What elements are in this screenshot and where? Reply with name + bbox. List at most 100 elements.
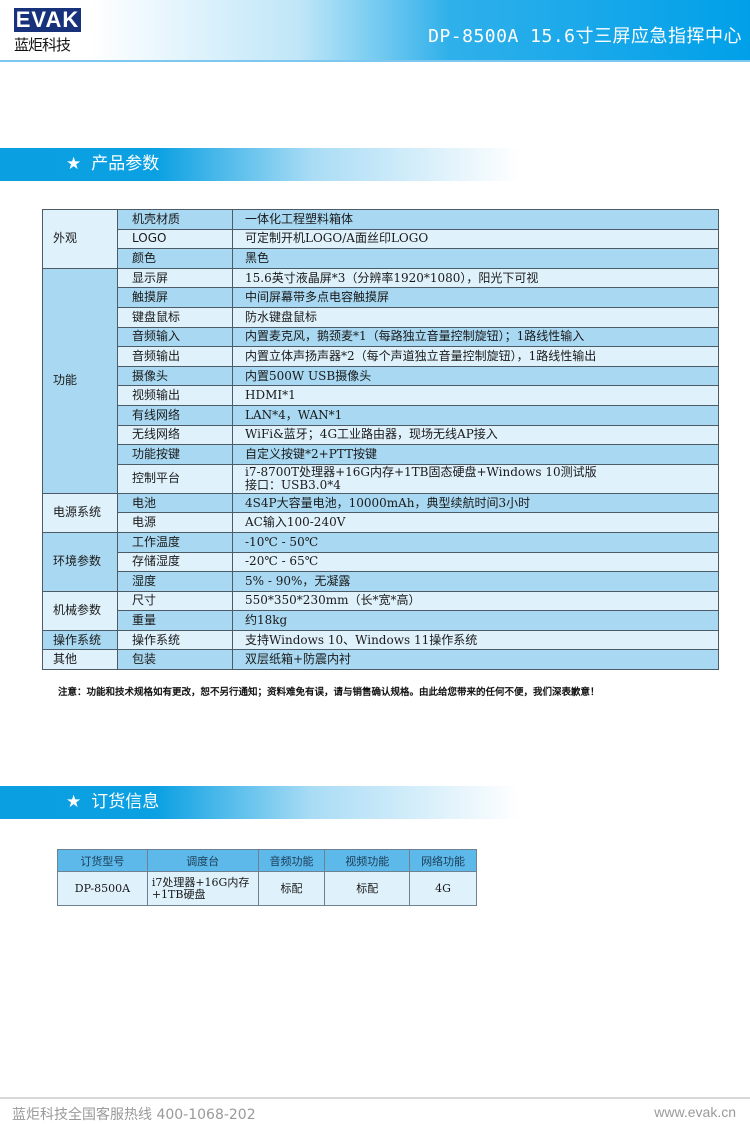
spec-label: 触摸屏: [117, 287, 233, 308]
spec-row: 控制平台 i7-8700T处理器+16G内存+1TB固态硬盘+Windows 10…: [43, 463, 719, 494]
spec-value: 自定义按键*2+PTT按键: [232, 444, 719, 465]
order-audio: 标配: [257, 871, 326, 906]
spec-row: LOGO 可定制开机LOGO/A面丝印LOGO: [43, 228, 719, 250]
footer-divider: [0, 1097, 750, 1099]
spec-value: 一体化工程塑料箱体: [232, 209, 719, 230]
spec-row: 摄像头 内置500W USB摄像头: [43, 365, 719, 387]
order-header-cell: 订货型号: [57, 849, 148, 872]
order-video: 标配: [324, 871, 411, 906]
spec-label: 电源: [117, 512, 233, 533]
spec-label: 尺寸: [117, 590, 233, 612]
disclaimer-note: 注意：功能和技术规格如有更改，恕不另行通知；资料难免有误，请与销售确认规格。由此…: [58, 687, 600, 698]
order-row: DP-8500A i7处理器+16G内存 +1TB硬盘 标配 标配 4G: [57, 871, 477, 906]
spec-section-title: 产品参数: [91, 154, 160, 174]
spec-category: 操作系统: [42, 629, 118, 651]
spec-row: 触摸屏 中间屏幕带多点电容触摸屏: [43, 287, 719, 308]
spec-label: 音频输出: [117, 346, 233, 367]
spec-row: 湿度 5% - 90%，无凝露: [43, 571, 719, 592]
spec-value: 防水键盘鼠标: [232, 306, 719, 328]
spec-label: LOGO: [117, 228, 233, 250]
spec-label: 颜色: [117, 248, 233, 269]
order-console-line: i7处理器+16G内存: [151, 875, 250, 889]
spec-row: 功能 显示屏 15.6英寸液晶屏*3（分辨率1920*1080），阳光下可视: [42, 267, 719, 494]
spec-row: 机械参数 尺寸 550*350*230mm（长*宽*高）: [42, 590, 719, 631]
spec-row: 颜色 黑色: [43, 248, 719, 269]
spec-label: 工作温度: [117, 531, 233, 553]
spec-label: 重量: [117, 610, 233, 631]
spec-value: 4S4P大容量电池，10000mAh，典型续航时间3小时: [232, 492, 719, 514]
spec-row: 存储湿度 -20℃ - 65℃: [43, 551, 719, 573]
spec-label: 控制平台: [117, 463, 233, 494]
spec-label: 机壳材质: [117, 209, 233, 230]
spec-value: 中间屏幕带多点电容触摸屏: [232, 287, 719, 308]
spec-row: 无线网络 WiFi&蓝牙；4G工业路由器，现场无线AP接入: [43, 424, 719, 446]
spec-label: 无线网络: [117, 424, 233, 446]
footer-hotline: 蓝炬科技全国客服热线 400-1068-202: [12, 1107, 256, 1123]
star-icon: ★: [66, 792, 82, 812]
spec-table: 外观 机壳材质 一体化工程塑料箱体 LOGO 可定制开机LOGO/A面丝印LOGO 颜色黑…: [42, 209, 719, 671]
order-console-line: +1TB硬盘: [151, 887, 206, 901]
spec-value: -20℃ - 65℃: [232, 551, 719, 573]
spec-value: 可定制开机LOGO/A面丝印LOGO: [232, 228, 719, 250]
star-icon: ★: [66, 154, 82, 174]
spec-value: 内置麦克风，鹅颈麦*1（每路独立音量控制旋钮）；1路线性输入: [232, 326, 719, 348]
logo-mark: EVAK: [14, 7, 81, 32]
spec-value: AC输入100-240V: [232, 512, 719, 533]
spec-value: i7-8700T处理器+16G内存+1TB固态硬盘+Windows 10测试版接…: [232, 463, 719, 494]
spec-category: 机械参数: [42, 590, 118, 631]
order-header-cell: 音频功能: [257, 849, 326, 872]
order-table: 订货型号 调度台 音频功能 视频功能 网络功能 DP-8500A i7处理器+1…: [57, 849, 477, 906]
spec-section-bar: ★ 产品参数: [0, 148, 520, 181]
spec-row: 操作系统 操作系统 支持Windows 10、Windows 11操作系统: [42, 629, 719, 651]
order-model: DP-8500A: [57, 871, 148, 906]
spec-value: 双层纸箱+防震内衬: [232, 649, 719, 671]
spec-label: 存储湿度: [117, 551, 233, 573]
spec-row: 音频输入 内置麦克风，鹅颈麦*1（每路独立音量控制旋钮）；1路线性输入: [43, 326, 719, 348]
spec-label: 操作系统: [117, 629, 233, 651]
order-header-cell: 视频功能: [324, 849, 411, 872]
order-section-title: 订货信息: [91, 792, 160, 812]
spec-label: 有线网络: [117, 404, 233, 426]
footer-website[interactable]: www.evak.cn: [654, 1104, 736, 1120]
spec-row: 音频输出 内置立体声扬声器*2（每个声道独立音量控制旋钮），1路线性输出: [43, 346, 719, 367]
spec-value: 支持Windows 10、Windows 11操作系统: [232, 629, 719, 651]
spec-category: 其他: [42, 649, 118, 671]
page-header: EVAK 蓝炬科技 DP-8500A 15.6寸三屏应急指挥中心: [0, 0, 750, 62]
spec-value: 约18kg: [232, 610, 719, 631]
spec-value: LAN*4，WAN*1: [232, 404, 719, 426]
spec-row: 外观 机壳材质 一体化工程塑料箱体: [42, 209, 719, 269]
spec-row: 重量 约18kg: [43, 610, 719, 631]
spec-value: WiFi&蓝牙；4G工业路由器，现场无线AP接入: [232, 424, 719, 446]
spec-row: 有线网络 LAN*4，WAN*1: [43, 404, 719, 426]
spec-value: -10℃ - 50℃: [232, 531, 719, 553]
spec-category: 电源系统: [42, 492, 118, 533]
logo-company-name: 蓝炬科技: [14, 36, 71, 54]
spec-label: 键盘鼠标: [117, 306, 233, 328]
spec-label: 显示屏: [117, 267, 233, 289]
spec-value-line: 接口：USB3.0*4: [245, 477, 341, 492]
spec-category: 环境参数: [42, 531, 118, 592]
spec-value: 黑色: [232, 248, 719, 269]
spec-row: 视频输出 HDMI*1: [43, 385, 719, 406]
spec-row: 环境参数 工作温度 -10℃ - 50℃: [42, 531, 719, 592]
order-header-cell: 网络功能: [409, 849, 477, 872]
spec-label: 视频输出: [117, 385, 233, 406]
spec-category: 功能: [42, 267, 118, 494]
order-header-cell: 调度台: [146, 849, 259, 872]
order-section-bar: ★ 订货信息: [0, 786, 520, 819]
order-header-row: 订货型号 调度台 音频功能 视频功能 网络功能: [57, 849, 477, 872]
spec-row: 其他 包装 双层纸箱+防震内衬: [42, 649, 719, 671]
spec-value: 15.6英寸液晶屏*3（分辨率1920*1080），阳光下可视: [232, 267, 719, 289]
spec-label: 湿度: [117, 571, 233, 592]
spec-value: HDMI*1: [232, 385, 719, 406]
spec-row: 键盘鼠标 防水键盘鼠标: [43, 306, 719, 328]
spec-label: 功能按键: [117, 444, 233, 465]
spec-row: 电源系统 电池 4S4P大容量电池，10000mAh，典型续航时间3小时: [42, 492, 719, 533]
order-network: 4G: [409, 871, 477, 906]
spec-label: 摄像头: [117, 365, 233, 387]
spec-row: 功能按键 自定义按键*2+PTT按键: [43, 444, 719, 465]
product-title: DP-8500A 15.6寸三屏应急指挥中心: [428, 26, 742, 47]
order-console: i7处理器+16G内存 +1TB硬盘: [146, 871, 259, 906]
spec-label: 音频输入: [117, 326, 233, 348]
spec-row: 电源 AC输入100-240V: [43, 512, 719, 533]
